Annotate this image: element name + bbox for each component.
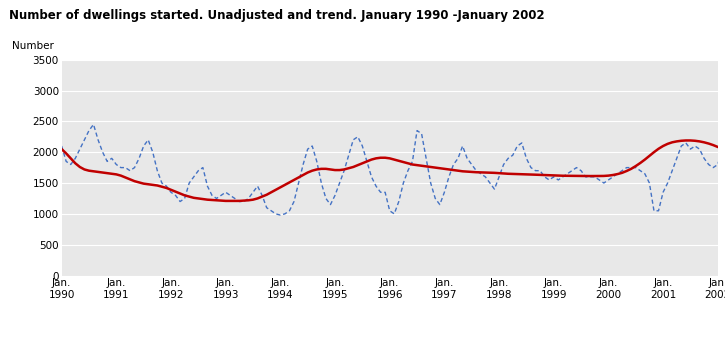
Text: Number: Number	[12, 41, 54, 51]
Text: Number of dwellings started. Unadjusted and trend. January 1990 -January 2002: Number of dwellings started. Unadjusted …	[9, 9, 544, 22]
